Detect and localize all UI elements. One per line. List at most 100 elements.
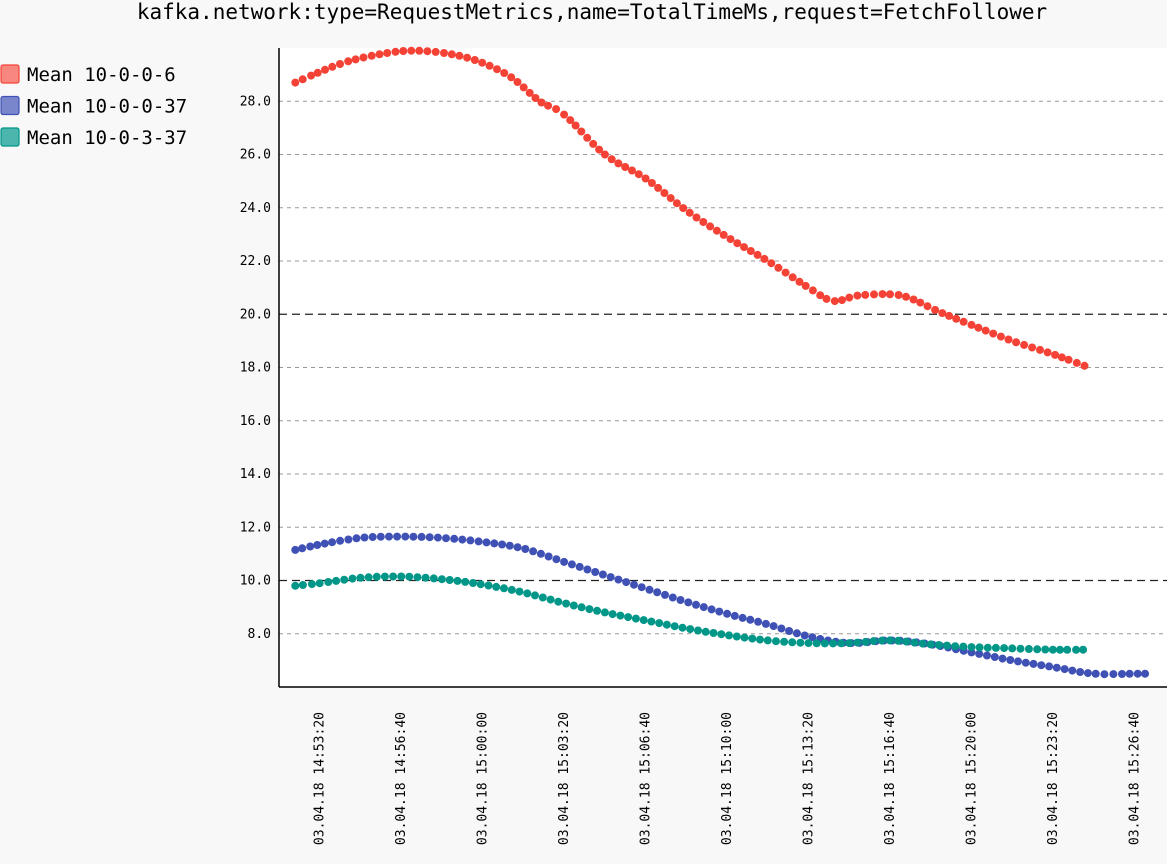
data-point: [562, 599, 571, 608]
data-point: [870, 290, 878, 299]
data-point: [513, 78, 522, 86]
x-tick-label: 03.04.18 15:03:20: [557, 712, 572, 845]
data-point: [1021, 658, 1030, 667]
data-point: [1008, 644, 1017, 653]
data-point: [376, 532, 385, 541]
data-point: [544, 552, 553, 561]
data-point: [616, 611, 625, 620]
data-point: [785, 627, 794, 635]
data-point: [637, 583, 646, 592]
data-point: [450, 534, 459, 543]
y-tick-label: 12.0: [240, 520, 271, 535]
data-point: [1028, 343, 1037, 352]
data-point: [490, 539, 499, 548]
data-point: [306, 542, 315, 551]
data-point: [725, 631, 733, 640]
y-tick-label: 14.0: [240, 467, 271, 482]
data-point: [769, 622, 778, 631]
data-point: [391, 47, 400, 56]
x-tick-label: 03.04.18 15:10:00: [720, 712, 735, 845]
data-point: [878, 290, 887, 299]
data-point: [996, 332, 1005, 341]
data-point: [795, 277, 804, 286]
data-point: [492, 582, 501, 591]
data-point: [600, 608, 609, 617]
data-point: [1045, 662, 1054, 671]
data-point: [902, 637, 911, 646]
data-point: [684, 598, 693, 607]
data-point: [307, 580, 316, 589]
data-point: [577, 127, 586, 136]
data-point: [320, 539, 329, 548]
data-point: [440, 49, 448, 57]
data-point: [359, 53, 368, 62]
data-point: [998, 654, 1007, 663]
x-tick-label: 03.04.18 15:13:20: [802, 712, 817, 845]
series-1: [291, 46, 1089, 370]
data-point: [662, 620, 671, 629]
data-point: [380, 572, 389, 581]
x-tick-labels: 03.04.18 14:53:20 03.04.18 14:56:40 03.04.…: [313, 712, 1143, 845]
data-point: [368, 533, 377, 541]
data-point: [869, 637, 878, 646]
data-point: [634, 170, 643, 179]
data-point: [372, 572, 381, 581]
data-point: [808, 633, 817, 642]
data-point: [429, 574, 438, 583]
data-point: [1072, 645, 1081, 654]
data-point: [717, 630, 726, 639]
data-point: [692, 600, 700, 609]
data-point: [1079, 645, 1088, 654]
data-point: [383, 49, 392, 57]
data-point: [425, 533, 434, 542]
data-point: [983, 651, 991, 660]
data-point: [614, 575, 623, 584]
data-point: [918, 639, 927, 648]
data-point: [1141, 669, 1150, 678]
data-point: [853, 638, 862, 647]
data-point: [808, 286, 817, 295]
data-point: [447, 50, 456, 59]
data-point: [340, 575, 349, 584]
data-point: [348, 574, 357, 583]
data-point: [298, 75, 307, 84]
data-point: [421, 573, 430, 582]
data-point: [670, 622, 679, 631]
data-point: [1083, 669, 1092, 678]
data-point: [701, 627, 710, 636]
x-tick-label: 03.04.18 15:20:00: [964, 712, 979, 845]
data-point: [780, 637, 789, 646]
y-tick-label: 20.0: [240, 307, 271, 322]
data-point: [614, 159, 623, 168]
data-point: [513, 543, 522, 552]
data-point: [1051, 350, 1060, 359]
legend-swatch: [0, 64, 20, 84]
data-point: [740, 243, 748, 252]
data-point: [746, 615, 755, 624]
data-point: [313, 541, 322, 549]
data-point: [531, 591, 539, 600]
data-point: [812, 639, 821, 648]
data-point: [507, 585, 516, 594]
data-point: [470, 56, 479, 64]
y-tick-label: 16.0: [240, 414, 271, 429]
data-point: [367, 51, 376, 60]
data-point: [593, 606, 602, 615]
y-tick-label: 18.0: [240, 361, 271, 376]
data-point: [461, 577, 470, 586]
data-point: [894, 636, 903, 645]
data-point: [1080, 361, 1089, 370]
data-point: [537, 98, 546, 107]
data-point: [990, 653, 999, 661]
data-point: [829, 639, 837, 648]
data-point: [699, 218, 708, 226]
data-point: [1118, 670, 1126, 678]
data-point: [715, 607, 724, 616]
data-point: [792, 629, 801, 638]
data-point: [1133, 669, 1142, 678]
data-point: [877, 636, 886, 645]
data-point: [393, 532, 402, 541]
data-point: [653, 588, 662, 597]
data-point: [777, 624, 786, 633]
chart-title: kafka.network:type=RequestMetrics,name=T…: [137, 0, 1047, 24]
